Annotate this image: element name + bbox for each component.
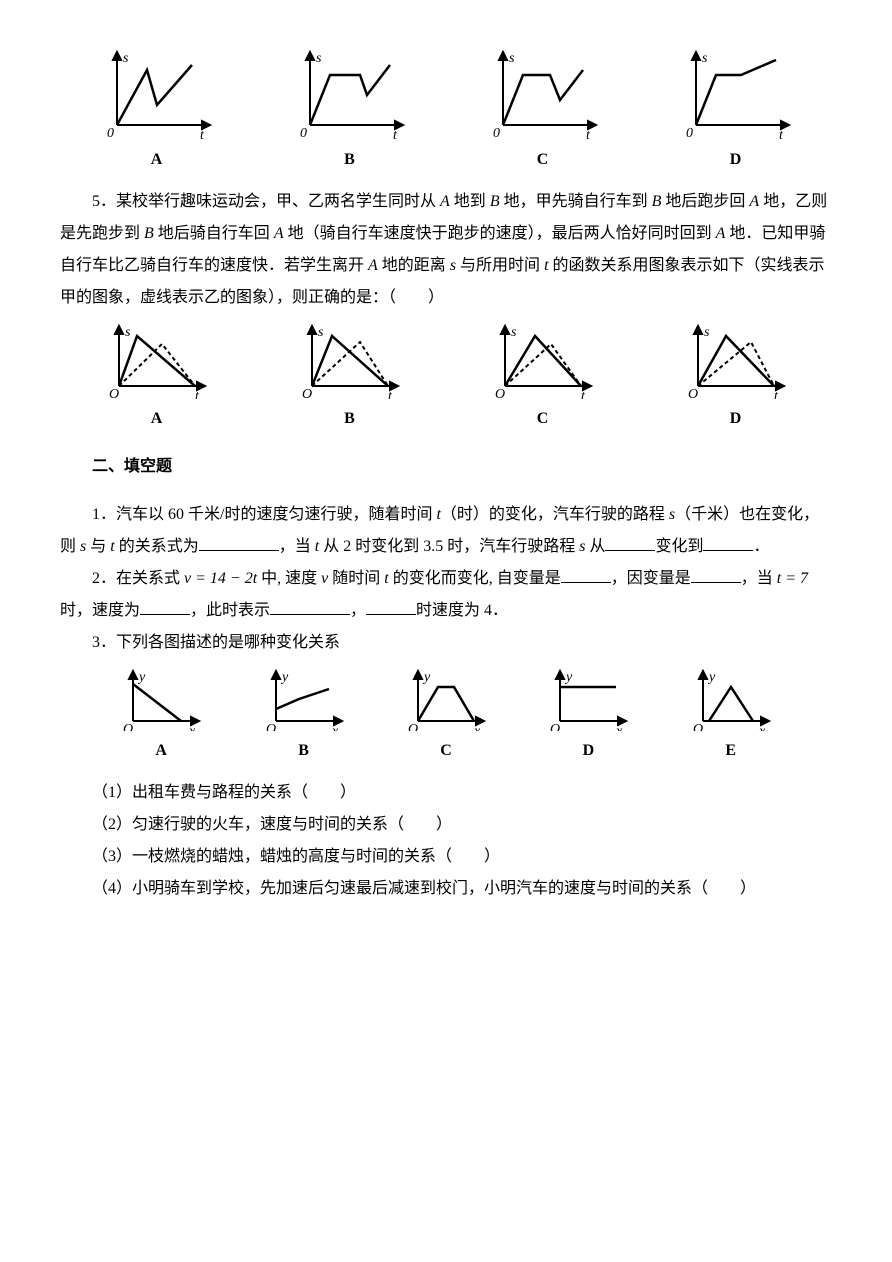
svg-text:s: s [316, 51, 322, 66]
question-5-text: 5．某校举行趣味运动会，甲、乙两名学生同时从 A 地到 B 地，甲先骑自行车到 … [60, 186, 832, 314]
svg-text:0: 0 [300, 126, 307, 140]
svg-text:s: s [511, 325, 517, 340]
svg-text:y: y [280, 670, 289, 685]
chart-label: B [344, 144, 355, 176]
chart-label: D [730, 403, 742, 435]
svg-text:t: t [581, 389, 586, 399]
chart-q5-B: s t O B [300, 324, 400, 435]
chart-row-q5: s t O A s t O B s t O C s [60, 324, 832, 435]
svg-text:O: O [550, 722, 560, 731]
chart-row-top: s t 0 A s t 0 B s t 0 C s t 0 D [60, 50, 832, 176]
question-2-1: 1．汽车以 60 千米/时的速度匀速行驶，随着时间 t（时）的变化，汽车行驶的路… [60, 499, 832, 563]
blank-3 [703, 534, 753, 551]
svg-text:O: O [266, 722, 276, 731]
question-2-3-sub4: （4）小明骑车到学校，先加速后匀速最后减速到校门，小明汽车的速度与时间的关系（ … [60, 873, 832, 905]
q5-t3: 地，甲先骑自行车到 [500, 193, 652, 210]
svg-text:x: x [331, 724, 339, 731]
svg-text:s: s [125, 325, 131, 340]
var-B: B [490, 193, 500, 210]
chart-label: D [730, 144, 742, 176]
var-A: A [440, 193, 450, 210]
svg-text:O: O [302, 387, 312, 399]
chart-D: s t 0 D [681, 50, 791, 176]
svg-text:x: x [188, 724, 196, 731]
blank-5 [691, 566, 741, 583]
svg-text:x: x [758, 724, 766, 731]
q5-t2: 地到 [450, 193, 490, 210]
chart-label: C [537, 403, 549, 435]
question-2-3-sub3: （3）一枝燃烧的蜡烛，蜡烛的高度与时间的关系（ ） [60, 841, 832, 873]
svg-text:y: y [564, 670, 573, 685]
svg-text:t: t [393, 128, 398, 140]
svg-text:O: O [688, 387, 698, 399]
chart-C: s t 0 C [488, 50, 598, 176]
svg-text:t: t [195, 389, 200, 399]
q5-t1: 5．某校举行趣味运动会，甲、乙两名学生同时从 [92, 193, 440, 210]
svg-text:x: x [615, 724, 623, 731]
svg-text:s: s [318, 325, 324, 340]
chart-label: A [151, 144, 163, 176]
question-2-3-title: 3．下列各图描述的是哪种变化关系 [60, 627, 832, 659]
blank-2 [605, 534, 655, 551]
chart-label: B [298, 735, 309, 767]
svg-text:s: s [702, 51, 708, 66]
blank-1 [199, 534, 279, 551]
svg-text:O: O [408, 722, 418, 731]
chart-row-q3: y x O A y x O B y x O C y x O D [60, 669, 832, 767]
chart-label: B [344, 403, 355, 435]
chart-label: C [440, 735, 452, 767]
svg-text:s: s [509, 51, 515, 66]
chart-q3-E: y x O E [691, 669, 771, 767]
question-2-3-sub2: （2）匀速行驶的火车，速度与时间的关系（ ） [60, 809, 832, 841]
svg-text:s: s [704, 325, 710, 340]
chart-A: s t 0 A [102, 50, 212, 176]
svg-text:t: t [586, 128, 591, 140]
svg-text:O: O [123, 722, 133, 731]
svg-text:t: t [774, 389, 779, 399]
svg-text:0: 0 [107, 126, 114, 140]
svg-text:x: x [473, 724, 481, 731]
section-2-title: 二、填空题 [60, 451, 832, 483]
svg-text:O: O [109, 387, 119, 399]
chart-B: s t 0 B [295, 50, 405, 176]
chart-q5-A: s t O A [107, 324, 207, 435]
blank-6 [140, 598, 190, 615]
svg-text:t: t [200, 128, 205, 140]
svg-text:t: t [779, 128, 784, 140]
chart-label: A [155, 735, 167, 767]
svg-text:y: y [137, 670, 146, 685]
svg-text:y: y [422, 670, 431, 685]
chart-q5-D: s t O D [686, 324, 786, 435]
chart-label: A [151, 403, 163, 435]
chart-q3-D: y x O D [548, 669, 628, 767]
svg-text:y: y [707, 670, 716, 685]
chart-q3-A: y x O A [121, 669, 201, 767]
svg-text:O: O [495, 387, 505, 399]
question-2-3-sub1: （1）出租车费与路程的关系（ ） [60, 777, 832, 809]
blank-4 [561, 566, 611, 583]
svg-text:t: t [388, 389, 393, 399]
chart-label: E [725, 735, 736, 767]
svg-text:0: 0 [493, 126, 500, 140]
question-2-2: 2．在关系式 v = 14 − 2t 中, 速度 v 随时间 t 的变化而变化,… [60, 563, 832, 627]
chart-q5-C: s t O C [493, 324, 593, 435]
blank-7 [270, 598, 350, 615]
svg-text:s: s [123, 51, 129, 66]
svg-text:O: O [693, 722, 703, 731]
chart-label: C [537, 144, 549, 176]
chart-label: D [583, 735, 595, 767]
chart-q3-B: y x O B [264, 669, 344, 767]
svg-text:0: 0 [686, 126, 693, 140]
blank-8 [366, 598, 416, 615]
chart-q3-C: y x O C [406, 669, 486, 767]
